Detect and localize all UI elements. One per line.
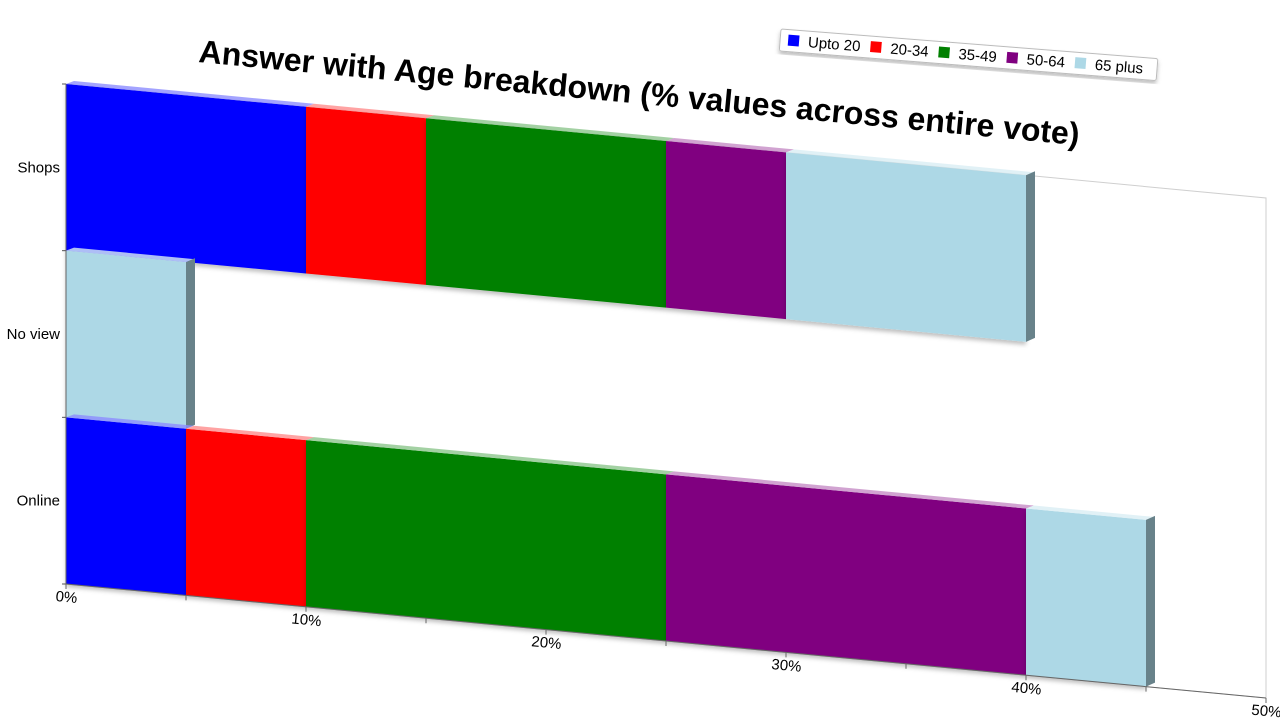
bar-segment-35-49 [426,118,666,308]
category-label: Online [17,493,60,510]
x-tick-label: 20% [531,633,562,653]
legend-label: 20-34 [890,41,930,61]
legend-swatch [1074,57,1087,70]
bar-segment-50-64 [666,141,786,320]
x-tick-label: 0% [55,588,78,607]
bar-top-face [426,115,674,141]
bar-group-shops [66,81,1035,342]
category-label: No view [7,326,61,343]
category-label: Shops [17,159,60,176]
x-tick-label: 30% [771,656,802,676]
bar-group-online [66,414,1155,687]
bar-segment-50-64 [666,474,1026,676]
legend-swatch [1006,51,1019,64]
bar-top-face [306,103,434,119]
plot-area: Shops No view Online 0% 10% 20% 30% 40% 50% [7,81,1280,720]
bar-top-face [66,81,314,107]
bar-segment-65-plus [66,250,186,429]
legend-label: Upto 20 [807,34,861,55]
x-tick-label: 40% [1011,679,1042,699]
bar-top-face [786,149,1034,176]
bar-segment-65-plus [786,152,1026,342]
bar-segment-35-49 [306,440,666,641]
bar-top-face [66,247,194,263]
bar-segment-65-plus [1026,508,1146,687]
bar-top-face [186,425,314,441]
legend-swatch [787,34,800,47]
legend-label: 50-64 [1026,51,1066,71]
bar-top-face [666,138,794,153]
bar-group-no-view [66,247,195,429]
legend-swatch [938,46,951,59]
bar-side-face [1026,171,1035,342]
bar-segment-20-34 [186,428,306,607]
x-tick-label: 50% [1251,702,1280,720]
legend: Upto 20 20-34 35-49 50-64 65 plus [778,28,1159,81]
bar-top-face [66,414,194,429]
bar-top-face [666,471,1034,509]
legend-items: Upto 20 20-34 35-49 50-64 65 plus [787,34,1144,78]
bar-segment-upto-20 [66,84,306,274]
legend-label: 35-49 [958,46,998,66]
bar-side-face [186,258,195,429]
bar-top-face [1026,505,1154,520]
legend-swatch [870,41,882,53]
x-tick-label: 10% [291,610,322,630]
legend-label: 65 plus [1094,57,1144,78]
bar-segment-20-34 [306,106,426,285]
bar-segment-upto-20 [66,417,186,596]
bar-side-face [1146,515,1155,687]
bar-top-face [306,437,674,475]
